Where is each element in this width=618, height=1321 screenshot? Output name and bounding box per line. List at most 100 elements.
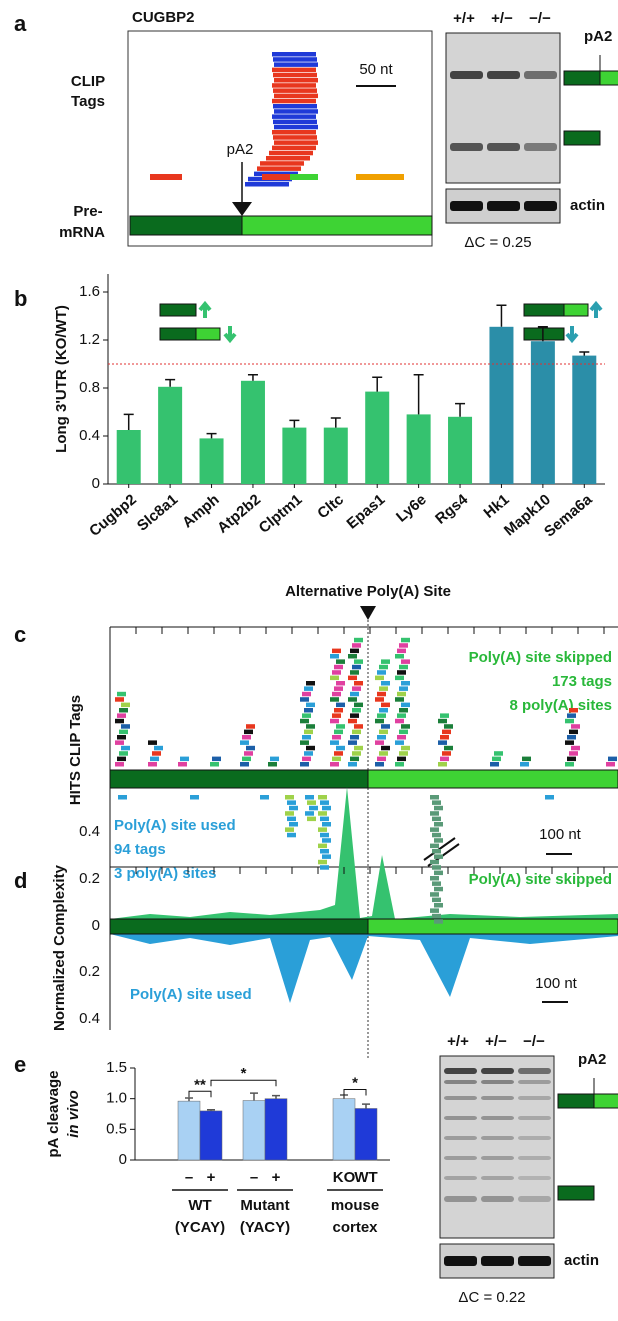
group-label: (YACY) bbox=[240, 1219, 290, 1236]
delta-c: ΔC = 0.22 bbox=[458, 1289, 525, 1306]
gel-band bbox=[524, 143, 557, 151]
hits-tag bbox=[430, 876, 439, 881]
panel-letter: d bbox=[14, 868, 27, 893]
hits-tag bbox=[430, 795, 439, 800]
x-tick-label: + bbox=[207, 1169, 216, 1186]
hits-tag bbox=[399, 643, 408, 648]
bar bbox=[333, 1099, 355, 1160]
used-label: Poly(A) site used bbox=[130, 986, 252, 1003]
clip-tag bbox=[272, 83, 316, 88]
hits-tag bbox=[285, 795, 294, 800]
site-arrowhead bbox=[360, 606, 376, 620]
premrna-label: Pre- bbox=[73, 203, 102, 220]
hits-tag bbox=[377, 757, 386, 762]
hits-tag bbox=[322, 806, 331, 811]
hits-tag bbox=[320, 849, 329, 854]
hits-tag bbox=[348, 740, 357, 745]
bar bbox=[241, 381, 265, 484]
hits-tag bbox=[260, 795, 269, 800]
group-label: cortex bbox=[332, 1219, 378, 1236]
hits-tag bbox=[375, 676, 384, 681]
hits-tag bbox=[440, 713, 449, 718]
page: {"panels":{ "a":{"letter":"a","title":"C… bbox=[0, 0, 618, 1321]
hits-tag bbox=[438, 762, 447, 767]
hits-tag bbox=[381, 746, 390, 751]
hits-tag bbox=[287, 800, 296, 805]
hits-tag bbox=[354, 703, 363, 708]
gel-band bbox=[444, 1068, 477, 1074]
hits-tag bbox=[348, 762, 357, 767]
hits-tag bbox=[322, 822, 331, 827]
hits-tag bbox=[330, 762, 339, 767]
y-tick-label: 0.2 bbox=[79, 963, 100, 980]
hits-tag bbox=[330, 697, 339, 702]
y-tick-label: 1.0 bbox=[106, 1090, 127, 1107]
gel bbox=[446, 33, 560, 183]
hits-tag bbox=[399, 708, 408, 713]
hits-tag bbox=[430, 844, 439, 849]
hits-tag bbox=[430, 860, 439, 865]
hits-tag bbox=[117, 692, 126, 697]
hits-tag bbox=[395, 654, 404, 659]
hits-tag bbox=[401, 724, 410, 729]
hits-tag bbox=[210, 762, 219, 767]
gene-downstream bbox=[368, 770, 618, 788]
hits-tag bbox=[336, 746, 345, 751]
x-tick-label: Cugbp2 bbox=[86, 491, 140, 540]
hits-tag bbox=[379, 730, 388, 735]
gel-band bbox=[444, 1096, 477, 1100]
hits-tag bbox=[180, 757, 189, 762]
hits-tag bbox=[350, 757, 359, 762]
isoform-long bbox=[564, 71, 600, 85]
hits-tag bbox=[432, 881, 441, 886]
panel-letter: b bbox=[14, 286, 27, 311]
hits-tag bbox=[304, 730, 313, 735]
hits-tag bbox=[395, 740, 404, 745]
gene-upstream bbox=[110, 770, 368, 788]
legend-down-arrow bbox=[225, 326, 235, 340]
hits-tag bbox=[302, 713, 311, 718]
hits-tag bbox=[432, 865, 441, 870]
hits-tag bbox=[379, 686, 388, 691]
legend-long-utr bbox=[524, 328, 564, 340]
hits-tag bbox=[240, 762, 249, 767]
hits-tag bbox=[395, 697, 404, 702]
hits-tag bbox=[289, 822, 298, 827]
premrna-upstream bbox=[130, 216, 242, 235]
hits-tag bbox=[432, 849, 441, 854]
bar bbox=[407, 414, 431, 484]
gel-band bbox=[518, 1096, 551, 1100]
hits-tag bbox=[334, 665, 343, 670]
y-tick-label: 0 bbox=[119, 1151, 127, 1168]
hits-tag bbox=[434, 903, 443, 908]
gene-upstream bbox=[110, 919, 368, 934]
hits-tag bbox=[434, 854, 443, 859]
hits-tag bbox=[307, 800, 316, 805]
hits-tag bbox=[352, 708, 361, 713]
lane-label: +/+ bbox=[447, 1033, 469, 1050]
hits-tag bbox=[270, 757, 279, 762]
gel-band bbox=[518, 1176, 551, 1180]
hits-tag bbox=[121, 724, 130, 729]
hits-tag bbox=[490, 762, 499, 767]
hits-tag bbox=[302, 757, 311, 762]
gel-band bbox=[481, 1096, 514, 1100]
lane-label: −/− bbox=[529, 10, 551, 27]
hits-tag bbox=[397, 757, 406, 762]
hits-tag bbox=[348, 654, 357, 659]
hits-tag bbox=[246, 746, 255, 751]
bar bbox=[243, 1101, 265, 1160]
hits-tag bbox=[354, 746, 363, 751]
error-bar bbox=[362, 1104, 370, 1108]
hits-tag bbox=[332, 713, 341, 718]
lane-label: +/− bbox=[485, 1033, 507, 1050]
hits-tag bbox=[334, 686, 343, 691]
gel-band bbox=[450, 201, 483, 211]
hits-tag bbox=[336, 724, 345, 729]
hits-tag bbox=[118, 795, 127, 800]
significance-label: * bbox=[352, 1074, 358, 1091]
hits-tag bbox=[379, 708, 388, 713]
hits-tag bbox=[432, 898, 441, 903]
clip-tag bbox=[290, 174, 318, 180]
significance-label: * bbox=[241, 1065, 247, 1082]
